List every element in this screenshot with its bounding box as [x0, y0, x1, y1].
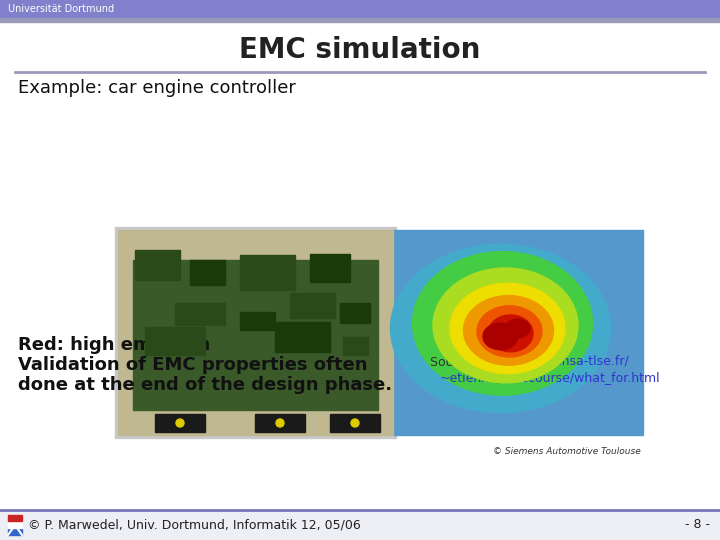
Text: Source:: Source:	[430, 355, 482, 368]
Bar	[255, 414, 305, 432]
Bar	[8, 522, 22, 528]
Bar	[118, 230, 393, 435]
Ellipse shape	[477, 306, 542, 357]
Bar	[115, 227, 396, 438]
Ellipse shape	[413, 252, 593, 395]
Bar	[343, 337, 368, 355]
Text: http://intrage.insa-tlse.fr/: http://intrage.insa-tlse.fr/	[472, 355, 630, 368]
Bar	[133, 260, 378, 410]
Text: Validation of EMC properties often: Validation of EMC properties often	[18, 356, 367, 374]
Bar	[8, 529, 22, 535]
Ellipse shape	[433, 268, 578, 383]
Bar	[290, 293, 335, 318]
Bar	[0, 0, 720, 18]
Circle shape	[176, 419, 184, 427]
Bar	[393, 230, 643, 435]
Text: done at the end of the design phase.: done at the end of the design phase.	[18, 376, 392, 394]
Text: Red: high emission: Red: high emission	[18, 336, 210, 354]
Ellipse shape	[464, 295, 554, 365]
Bar	[135, 300, 165, 320]
Bar	[8, 515, 22, 521]
Bar	[155, 414, 205, 432]
Text: © Siemens Automotive Toulouse: © Siemens Automotive Toulouse	[493, 447, 641, 456]
Bar	[145, 327, 205, 355]
Bar	[275, 322, 330, 352]
Ellipse shape	[390, 244, 611, 413]
Bar	[310, 254, 350, 282]
Ellipse shape	[450, 284, 565, 374]
Bar	[175, 303, 225, 325]
Bar	[240, 255, 295, 290]
Bar	[0, 510, 720, 540]
Circle shape	[351, 419, 359, 427]
Text: EMC simulation: EMC simulation	[239, 36, 481, 64]
Bar	[330, 414, 380, 432]
Bar	[240, 312, 275, 330]
Text: Universität Dortmund: Universität Dortmund	[8, 4, 114, 14]
Ellipse shape	[483, 323, 518, 350]
Ellipse shape	[505, 319, 530, 338]
Circle shape	[276, 419, 284, 427]
Text: ~etienne/emccourse/what_for.html: ~etienne/emccourse/what_for.html	[440, 372, 661, 384]
Text: © P. Marwedel, Univ. Dortmund, Informatik 12, 05/06: © P. Marwedel, Univ. Dortmund, Informati…	[28, 518, 361, 531]
Bar	[135, 250, 180, 280]
Bar	[0, 18, 720, 22]
Ellipse shape	[488, 315, 533, 352]
Bar	[340, 303, 370, 323]
Text: - 8 -: - 8 -	[685, 518, 710, 531]
Bar	[220, 336, 260, 358]
Text: Example: car engine controller: Example: car engine controller	[18, 79, 296, 97]
Bar	[190, 260, 225, 285]
